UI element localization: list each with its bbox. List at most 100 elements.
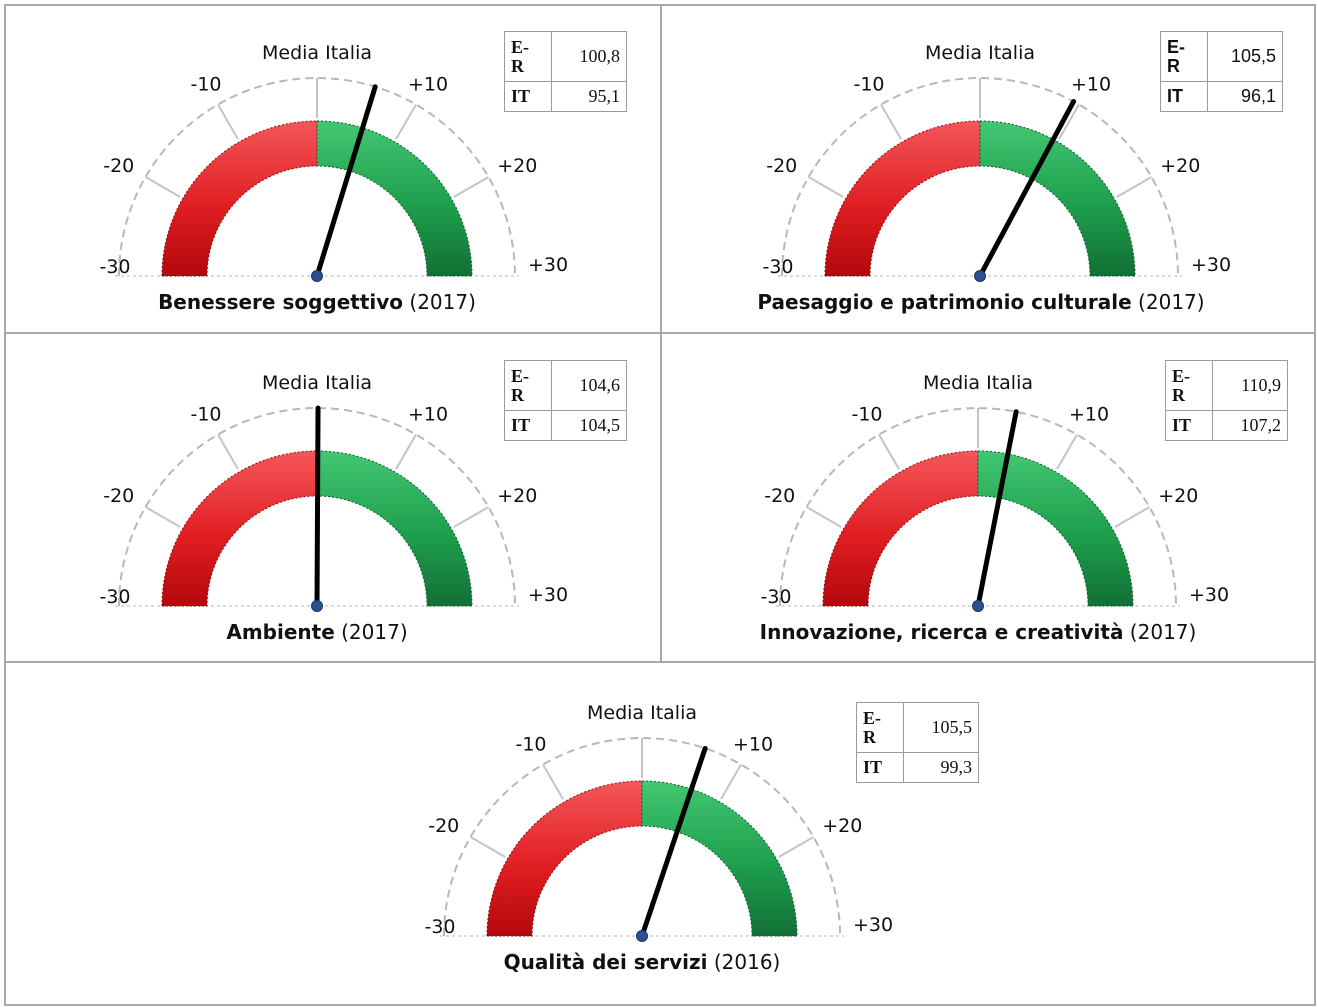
gauge-dashed-arc xyxy=(118,77,516,277)
gauge-svg: -30 -20 -10 +10 +20 +30 Media Italia xyxy=(424,702,893,942)
gauge-values-value: 104,6 xyxy=(551,360,627,411)
gauge-values-key: IT xyxy=(504,410,552,441)
gauge-panel: -30 -20 -10 +10 +20 +30 Media Italia E- R 105,5 IT… xyxy=(326,660,986,1000)
gauge-tick-label: -30 xyxy=(760,586,791,608)
gauge-title: Benessere soggettivo xyxy=(158,290,404,314)
grid-divider-row1 xyxy=(4,332,1316,334)
gauge-reference-label: Media Italia xyxy=(262,372,372,394)
gauge-year: (2016) xyxy=(707,950,781,974)
gauge-title: Ambiente xyxy=(226,620,335,644)
gauge-values-table: E- R 100,8 IT 95,1 xyxy=(504,31,627,112)
gauge-needle-hub xyxy=(972,600,984,612)
gauge-values-value: 95,1 xyxy=(551,81,627,112)
gauge-band-below xyxy=(486,780,643,937)
gauge-values-value: 107,2 xyxy=(1212,410,1288,441)
gauge-caption: Ambiente (2017) xyxy=(0,620,647,644)
gauge-caption: Paesaggio e patrimonio culturale (2017) xyxy=(651,290,1311,314)
gauge-tick xyxy=(806,506,842,528)
gauge-values-key: IT xyxy=(1160,81,1208,112)
gauge-reference-label: Media Italia xyxy=(587,702,697,724)
gauge-needle-hub xyxy=(636,930,648,942)
gauge-band-below xyxy=(161,120,318,277)
gauge-tick xyxy=(880,104,902,140)
gauge-band-above xyxy=(316,120,473,277)
gauge-tick xyxy=(878,434,900,470)
gauge-svg: -30 -20 -10 +10 +20 +30 Media Italia xyxy=(762,42,1231,282)
gauge-values-key: E- R xyxy=(856,702,904,753)
gauge-year: (2017) xyxy=(1123,620,1197,644)
gauge-tick-label: -20 xyxy=(766,155,797,177)
gauge-tick xyxy=(778,836,814,858)
gauge-tick-label: -10 xyxy=(515,734,546,756)
gauge-needle xyxy=(975,409,1019,609)
gauge-panel: -30 -20 -10 +10 +20 +30 Media Italia E- R 105,5 IT… xyxy=(660,0,1318,330)
gauge-caption: Benessere soggettivo (2017) xyxy=(0,290,647,314)
grid-border-left xyxy=(4,4,6,1006)
gauge-title: Paesaggio e patrimonio culturale xyxy=(757,290,1132,314)
gauge-needle-hub xyxy=(311,600,323,612)
gauge-tick xyxy=(1116,176,1152,198)
gauge-tick-label: -30 xyxy=(424,916,455,938)
gauge-values-row: E- R 105,5 xyxy=(856,702,979,753)
gauge-panel: -30 -20 -10 +10 +20 +30 Media Italia E- R 100,8 IT… xyxy=(0,0,660,330)
gauge-caption: Innovazione, ricerca e creatività (2017) xyxy=(648,620,1308,644)
gauge-tick xyxy=(395,104,417,140)
gauge-tick-label: +30 xyxy=(528,254,568,276)
gauge-values-table: E- R 104,6 IT 104,5 xyxy=(504,360,627,441)
gauge-values-row: IT 95,1 xyxy=(504,81,627,112)
gauge-tick-label: +30 xyxy=(1189,584,1229,606)
gauge-svg: -30 -20 -10 +10 +20 +30 Media Italia xyxy=(99,372,568,612)
gauge-dashed-arc xyxy=(779,407,1177,607)
gauge-values-value: 100,8 xyxy=(551,31,627,82)
gauge-values-key: E- R xyxy=(504,360,552,411)
gauge-title: Innovazione, ricerca e creatività xyxy=(759,620,1124,644)
gauge-tick-label: +20 xyxy=(497,155,537,177)
gauge-year: (2017) xyxy=(403,290,476,314)
gauge-tick-label: -10 xyxy=(190,74,221,96)
gauge-tick-label: -10 xyxy=(851,404,882,426)
gauge-tick xyxy=(395,434,417,470)
gauge-tick-label: +30 xyxy=(528,584,568,606)
gauge-values-value: 105,5 xyxy=(1207,31,1283,82)
gauge-tick xyxy=(1056,434,1078,470)
gauge-values-key: IT xyxy=(504,81,552,112)
gauge-year: (2017) xyxy=(1131,290,1205,314)
gauge-band-below xyxy=(824,120,981,277)
gauge-svg: -30 -20 -10 +10 +20 +30 Media Italia xyxy=(99,42,568,282)
gauge-tick-label: +30 xyxy=(853,914,893,936)
gauge-values-value: 110,9 xyxy=(1212,360,1288,411)
gauge-values-table: E- R 110,9 IT 107,2 xyxy=(1165,360,1288,441)
gauge-tick-label: -30 xyxy=(99,256,130,278)
gauge-values-value: 105,5 xyxy=(903,702,979,753)
gauge-needle xyxy=(314,405,321,609)
gauge-values-row: E- R 100,8 xyxy=(504,31,627,82)
gauge-tick-label: -20 xyxy=(764,485,795,507)
grid-divider-row2 xyxy=(4,661,1316,663)
gauge-tick xyxy=(217,104,239,140)
gauge-svg: -30 -20 -10 +10 +20 +30 Media Italia xyxy=(760,372,1229,612)
gauge-tick-label: +10 xyxy=(1069,404,1109,426)
gauge-tick-label: -20 xyxy=(103,155,134,177)
gauge-values-row: IT 104,5 xyxy=(504,410,627,441)
gauge-tick xyxy=(453,506,489,528)
gauge-needle-hub xyxy=(974,270,986,282)
gauge-band-above xyxy=(316,450,473,607)
gauge-values-value: 99,3 xyxy=(903,752,979,783)
gauge-values-key: IT xyxy=(1165,410,1213,441)
gauge-values-row: IT 99,3 xyxy=(856,752,979,783)
gauge-tick-label: +20 xyxy=(497,485,537,507)
gauge-tick-label: +20 xyxy=(822,815,862,837)
gauge-tick-label: +10 xyxy=(1071,74,1111,96)
gauge-tick-label: +10 xyxy=(408,74,448,96)
gauge-band-above xyxy=(977,450,1134,607)
gauge-values-table: E- R 105,5 IT 96,1 xyxy=(1160,31,1283,112)
gauge-values-row: IT 107,2 xyxy=(1165,410,1288,441)
gauge-tick xyxy=(470,836,506,858)
gauge-needle xyxy=(639,745,708,939)
gauge-values-key: IT xyxy=(856,752,904,783)
gauge-needle xyxy=(314,84,378,279)
gauge-year: (2017) xyxy=(334,620,408,644)
gauge-grid xyxy=(4,4,1316,1006)
gauge-band-above xyxy=(979,120,1136,277)
gauge-tick xyxy=(1058,104,1080,140)
